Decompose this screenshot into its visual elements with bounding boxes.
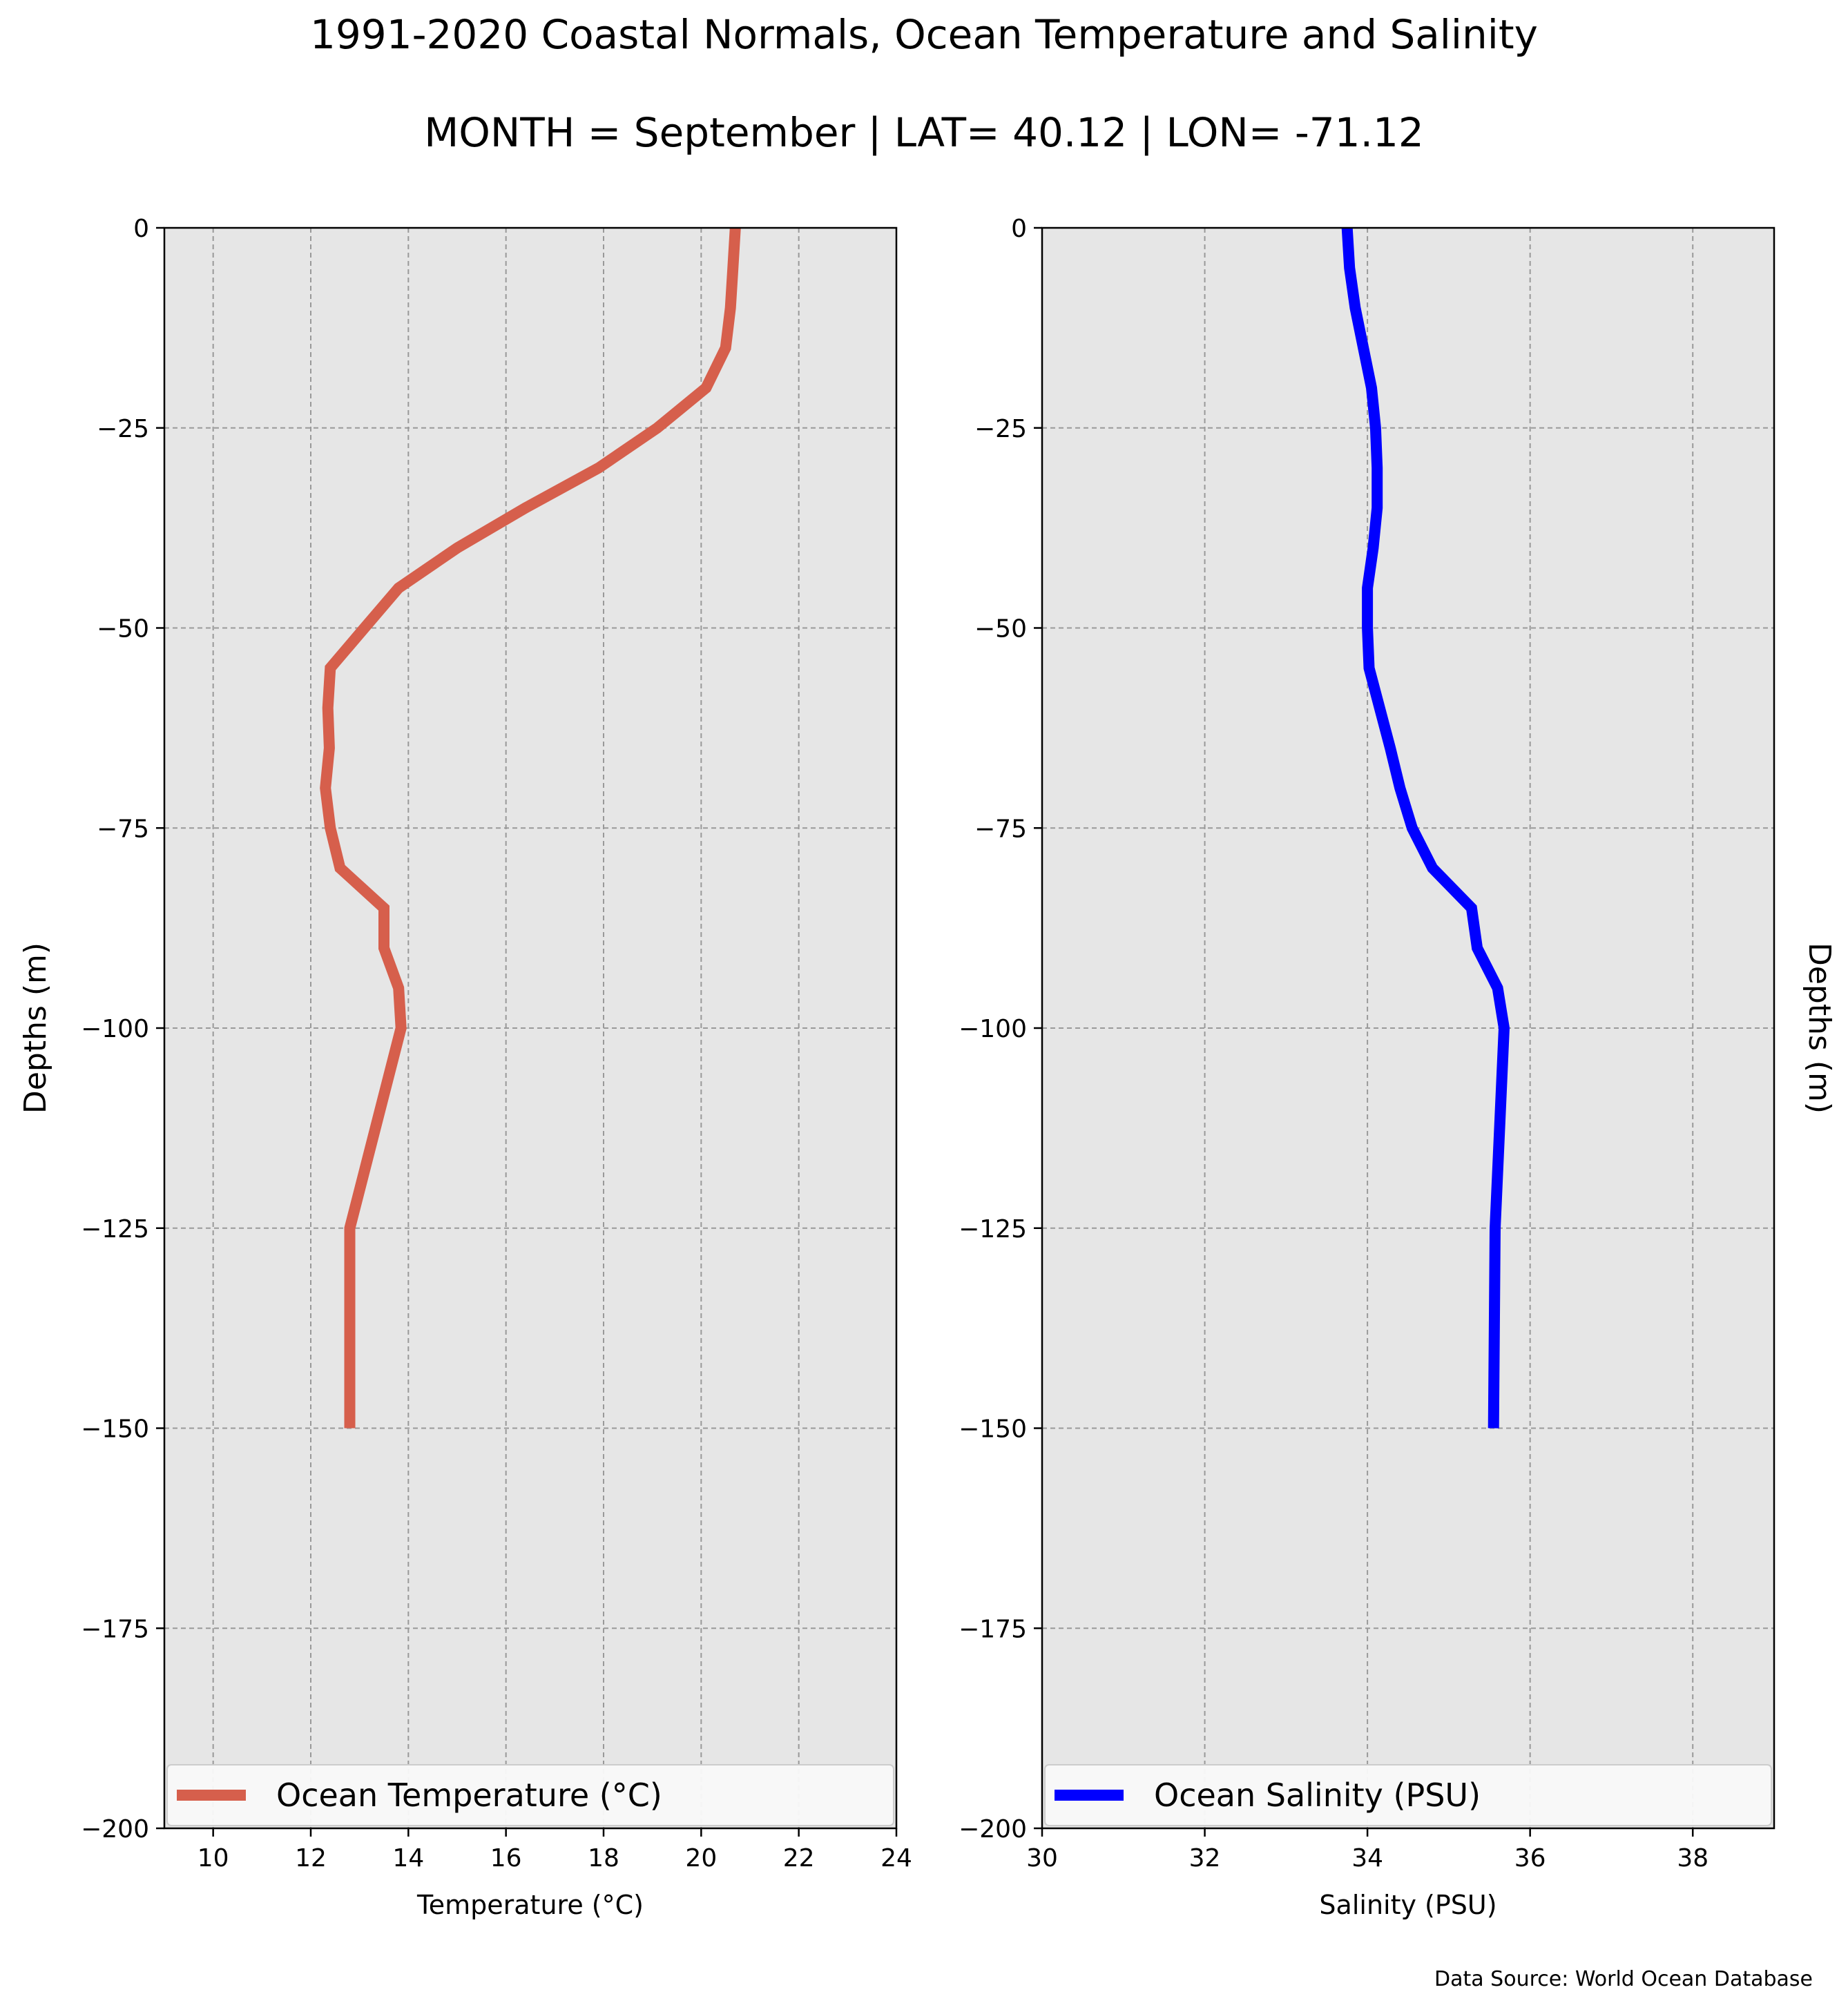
y-tick-label: −175 bbox=[81, 1615, 149, 1643]
y-tick-label: 0 bbox=[1011, 215, 1027, 243]
y-tick-label: −125 bbox=[81, 1215, 149, 1244]
x-tick-label: 30 bbox=[1026, 1844, 1058, 1873]
salinity-profile-line bbox=[1341, 227, 1510, 1429]
y-axis-label: Depths (m) bbox=[18, 942, 53, 1114]
y-tick-label: −100 bbox=[959, 1015, 1027, 1043]
x-tick-label: 38 bbox=[1677, 1844, 1709, 1873]
x-tick-label: 10 bbox=[198, 1844, 229, 1873]
temperature-profile-line bbox=[320, 227, 741, 1429]
x-tick-label: 22 bbox=[783, 1844, 815, 1873]
x-tick-label: 14 bbox=[392, 1844, 424, 1873]
legend: Ocean Salinity (PSU) bbox=[1044, 1764, 1772, 1826]
y-tick-label: −175 bbox=[959, 1615, 1027, 1643]
legend-label: Ocean Temperature (°C) bbox=[276, 1777, 662, 1814]
x-tick-label: 18 bbox=[588, 1844, 619, 1873]
x-tick-label: 12 bbox=[295, 1844, 327, 1873]
temperature-panel: Ocean Temperature (°C) 10 12 14 16 18 20 22 24 0 −… bbox=[18, 215, 912, 1920]
y-tick-label: −50 bbox=[974, 615, 1027, 644]
y-tick-label: −150 bbox=[81, 1415, 149, 1444]
salinity-panel: Ocean Salinity (PSU) 30 32 34 36 38 0 −25 −50 −75… bbox=[959, 215, 1837, 1920]
x-axis-label: Salinity (PSU) bbox=[1319, 1890, 1496, 1920]
x-tick-label: 36 bbox=[1514, 1844, 1546, 1873]
x-tick-label: 20 bbox=[685, 1844, 717, 1873]
chart-title: 1991-2020 Coastal Normals, Ocean Tempera… bbox=[310, 11, 1538, 58]
y-tick-label: 0 bbox=[133, 215, 149, 243]
x-tick-label: 24 bbox=[880, 1844, 912, 1873]
y-tick-label: −200 bbox=[959, 1815, 1027, 1844]
y-tick-label: −75 bbox=[974, 815, 1027, 843]
y-tick-label: −100 bbox=[81, 1015, 149, 1043]
legend-box bbox=[166, 1764, 894, 1826]
data-source-note: Data Source: World Ocean Database bbox=[1434, 1967, 1813, 1991]
y-tick-label: −75 bbox=[97, 815, 149, 843]
legend: Ocean Temperature (°C) bbox=[166, 1764, 894, 1826]
chart-subtitle: MONTH = September | LAT= 40.12 | LON= -7… bbox=[424, 109, 1424, 156]
legend-box bbox=[1044, 1764, 1772, 1826]
y-tick-label: −50 bbox=[97, 615, 149, 644]
y-tick-label: −25 bbox=[974, 415, 1027, 443]
y-tick-label: −150 bbox=[959, 1415, 1027, 1444]
y-tick-label: −125 bbox=[959, 1215, 1027, 1244]
x-axis-label: Temperature (°C) bbox=[416, 1890, 644, 1920]
y-axis-label: Depths (m) bbox=[1802, 942, 1837, 1114]
y-tick-label: −25 bbox=[97, 415, 149, 443]
x-tick-label: 16 bbox=[490, 1844, 522, 1873]
x-tick-label: 32 bbox=[1189, 1844, 1221, 1873]
x-tick-label: 34 bbox=[1351, 1844, 1383, 1873]
y-tick-label: −200 bbox=[81, 1815, 149, 1844]
legend-label: Ocean Salinity (PSU) bbox=[1154, 1777, 1481, 1814]
